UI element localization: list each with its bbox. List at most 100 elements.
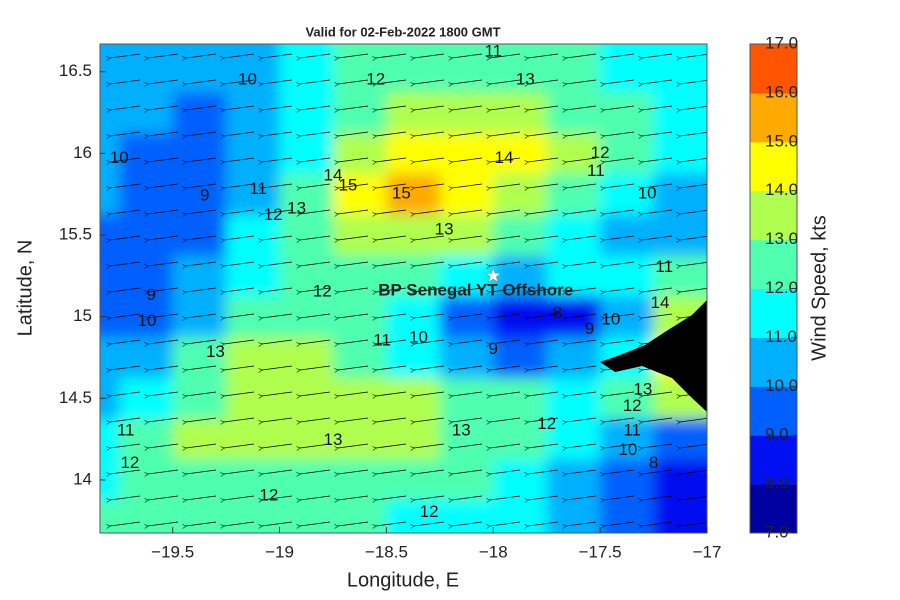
wind-arrow	[566, 53, 597, 58]
wind-arrow	[300, 495, 331, 500]
contour-cell	[226, 132, 281, 175]
wind-arrow	[528, 235, 559, 240]
contour-cell	[653, 92, 707, 134]
contour-cell	[100, 377, 120, 420]
wind-arrow	[376, 443, 407, 448]
contour-cell	[172, 377, 227, 420]
contour-cell	[546, 173, 601, 216]
wind-arrow	[262, 183, 293, 188]
contour-label: 13	[633, 380, 652, 399]
wind-arrow	[490, 521, 521, 526]
wind-arrow	[262, 417, 293, 422]
wind-arrow	[566, 417, 597, 422]
wind-arrow	[186, 79, 217, 84]
contour-cell	[279, 500, 334, 533]
wind-arrow	[224, 339, 255, 344]
contour-cell	[439, 296, 494, 338]
contour-cell	[546, 337, 601, 379]
wind-arrow	[414, 183, 445, 188]
contour-cell	[386, 377, 441, 420]
wind-arrow	[604, 183, 635, 188]
contour-label: 10	[110, 148, 129, 167]
x-axis-label: Longitude, E	[347, 569, 459, 591]
wind-arrow	[566, 157, 597, 162]
colorbar-label: Wind Speed, kts	[808, 215, 830, 361]
wind-arrow	[110, 79, 141, 84]
wind-arrow	[110, 105, 141, 110]
wind-arrow	[186, 339, 217, 344]
contour-cell	[493, 44, 548, 93]
contour-cell	[100, 337, 120, 379]
wind-arrow	[566, 131, 597, 136]
contour-cell	[100, 132, 120, 175]
contour-cell	[226, 377, 281, 420]
wind-arrow	[224, 209, 255, 214]
wind-arrow	[110, 131, 141, 136]
wind-arrow	[566, 469, 597, 474]
wind-arrow	[566, 235, 597, 240]
wind-arrow	[110, 53, 141, 58]
wind-arrow	[414, 131, 445, 136]
contour-cell	[600, 132, 655, 175]
contour-cell	[332, 418, 388, 461]
wind-arrow	[642, 183, 673, 188]
wind-arrow	[262, 313, 293, 318]
wind-arrow	[376, 365, 407, 370]
wind-arrow	[490, 79, 521, 84]
colorbar-band	[750, 288, 797, 338]
wind-arrow	[110, 495, 141, 500]
contour-cell	[546, 92, 601, 134]
wind-arrow	[376, 209, 407, 214]
contour-cell	[226, 44, 281, 93]
colorbar-tick-label: 10.0	[765, 376, 798, 395]
wind-arrow	[528, 157, 559, 162]
contour-cell	[332, 296, 388, 338]
wind-arrow	[300, 313, 331, 318]
wind-arrow	[414, 495, 445, 500]
colorbar-tick-label: 8.0	[765, 474, 789, 493]
wind-arrow	[300, 365, 331, 370]
colorbar-tick-label: 13.0	[765, 229, 798, 248]
contour-label: 11	[249, 179, 267, 198]
contour-cell	[172, 255, 227, 297]
wind-arrow	[452, 131, 483, 136]
wind-arrow	[566, 261, 597, 266]
wind-arrow	[148, 105, 179, 110]
contour-label: 15	[392, 184, 411, 203]
wind-arrow	[528, 469, 559, 474]
wind-arrow	[452, 521, 483, 526]
contour-cell	[332, 500, 388, 533]
colorbar-band	[750, 435, 797, 485]
colorbar-tick-label: 11.0	[765, 327, 797, 346]
wind-arrow	[642, 521, 673, 526]
wind-arrow	[604, 391, 635, 396]
wind-arrow	[414, 79, 445, 84]
contour-cell	[100, 418, 120, 461]
contour-cell	[439, 459, 494, 501]
wind-arrow	[186, 53, 217, 58]
wind-arrow	[680, 131, 707, 136]
wind-arrow	[224, 469, 255, 474]
wind-arrow	[186, 183, 217, 188]
wind-arrow	[110, 235, 141, 240]
wind-arrow	[604, 521, 635, 526]
wind-arrow	[338, 365, 369, 370]
contour-label: 11	[623, 420, 641, 439]
wind-arrow	[110, 521, 141, 526]
wind-arrow	[186, 391, 217, 396]
contour-cell	[386, 92, 441, 134]
wind-arrow	[110, 287, 141, 292]
wind-arrow	[414, 339, 445, 344]
wind-arrow	[186, 313, 217, 318]
contour-label: 12	[313, 282, 332, 301]
wind-arrow	[148, 391, 179, 396]
wind-arrow	[224, 79, 255, 84]
wind-arrow	[148, 469, 179, 474]
wind-arrow	[262, 105, 293, 110]
wind-arrow	[186, 521, 217, 526]
wind-arrow	[262, 261, 293, 266]
wind-arrow	[376, 313, 407, 318]
wind-arrow	[414, 443, 445, 448]
wind-arrow	[110, 313, 141, 318]
wind-arrow	[338, 157, 369, 162]
